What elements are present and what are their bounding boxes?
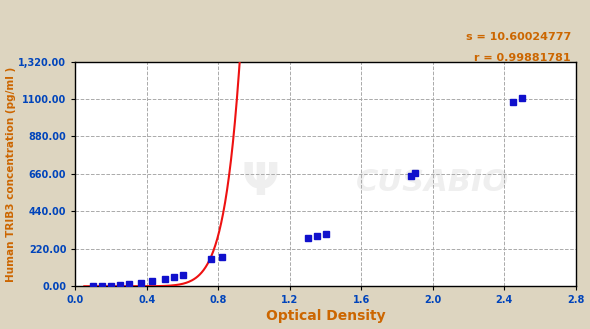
Text: s = 10.60024777: s = 10.60024777 [466, 32, 571, 42]
X-axis label: Optical Density: Optical Density [266, 310, 385, 323]
Y-axis label: Human TRIB3 concentration (pg/ml ): Human TRIB3 concentration (pg/ml ) [5, 66, 15, 282]
Text: r = 0.99881781: r = 0.99881781 [474, 53, 571, 63]
Text: CUSABIO: CUSABIO [356, 168, 509, 197]
Text: Ψ: Ψ [242, 161, 280, 204]
